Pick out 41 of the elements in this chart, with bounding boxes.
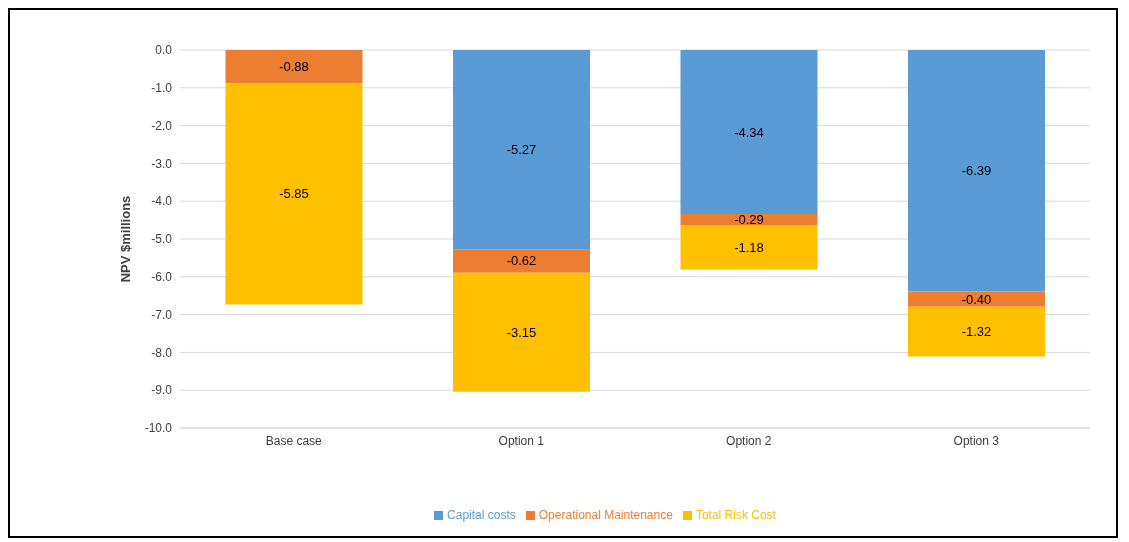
y-tick-label: -10.0 — [144, 421, 173, 436]
bar — [453, 50, 590, 250]
bar — [453, 272, 590, 392]
y-tick-label: -6.0 — [151, 270, 173, 285]
x-tick-label: Option 3 — [953, 433, 1000, 448]
data-label: -0.29 — [734, 212, 764, 228]
legend-label: Total Risk Cost — [695, 508, 776, 522]
data-label: -5.85 — [279, 186, 309, 202]
y-tick-label: -4.0 — [151, 194, 173, 209]
bar — [225, 83, 363, 305]
data-label: -0.88 — [279, 59, 309, 75]
bar — [680, 225, 818, 270]
bar — [908, 291, 1045, 307]
bar — [680, 50, 818, 215]
data-label: -6.39 — [961, 163, 992, 179]
y-tick-label: -9.0 — [151, 383, 173, 398]
y-tick-label: 0.0 — [155, 43, 173, 58]
x-tick-label: Base case — [265, 433, 323, 448]
bar — [225, 50, 363, 84]
y-tick-label: -2.0 — [151, 118, 173, 133]
data-label: -0.40 — [961, 291, 992, 307]
y-tick-label: -5.0 — [151, 232, 173, 247]
data-label: -5.27 — [506, 142, 537, 158]
x-tick-label: Option 1 — [498, 433, 545, 448]
y-tick-label: -1.0 — [151, 81, 173, 96]
bar — [908, 306, 1045, 357]
data-label: -1.32 — [961, 324, 992, 340]
data-label: -4.34 — [734, 124, 764, 140]
bar — [453, 249, 590, 273]
data-label: -1.18 — [734, 239, 764, 255]
y-axis-title: NPV $millions — [117, 195, 133, 283]
x-tick-label: Option 2 — [726, 433, 772, 448]
bar — [908, 50, 1045, 292]
y-tick-label: -8.0 — [151, 345, 173, 360]
data-label: -3.15 — [506, 324, 537, 340]
data-label: -0.62 — [506, 253, 537, 269]
legend-label: Capital costs — [447, 508, 516, 522]
y-tick-label: -7.0 — [151, 307, 173, 322]
bar — [680, 214, 818, 226]
legend-label: Operational Maintenance — [538, 508, 673, 522]
y-tick-label: -3.0 — [151, 156, 173, 171]
